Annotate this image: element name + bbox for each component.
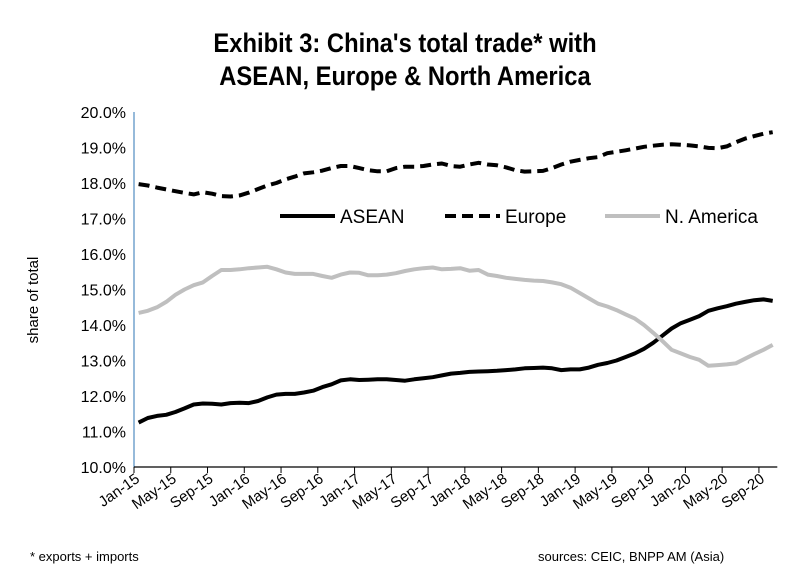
chart-title-line-2: ASEAN, Europe & North America <box>219 61 591 91</box>
chart-title-line-1: Exhibit 3: China's total trade* with <box>213 28 597 58</box>
x-tick-label: Sep-17 <box>388 470 437 512</box>
y-tick-label: 11.0% <box>82 425 126 442</box>
legend-label: N. America <box>665 207 758 228</box>
series-line-asean <box>137 297 774 425</box>
x-tick-label: Sep-15 <box>167 470 216 512</box>
y-tick-label: 15.0% <box>81 283 126 300</box>
y-tick-label: 16.0% <box>81 247 126 264</box>
x-axis-ticks: Jan-15May-15Sep-15Jan-16May-16Sep-16Jan-… <box>96 467 768 513</box>
legend: ASEAN Europe N. America <box>280 207 758 228</box>
y-tick-label: 18.0% <box>81 176 126 193</box>
x-tick-label: Sep-20 <box>718 470 767 512</box>
y-tick-label: 12.0% <box>81 389 126 406</box>
chart-title: Exhibit 3: China's total trade* with ASE… <box>49 27 762 93</box>
y-tick-label: 14.0% <box>81 318 126 335</box>
y-tick-label: 17.0% <box>81 212 126 229</box>
x-tick-label: Sep-16 <box>277 470 326 512</box>
legend-label: Europe <box>505 207 566 228</box>
y-axis-ticks: 10.0% 11.0% 12.0% 13.0% 14.0% 15.0% 16.0% 17.0%… <box>81 105 126 477</box>
y-tick-label: 19.0% <box>81 141 126 158</box>
y-tick-label: 13.0% <box>81 354 126 371</box>
legend-label: ASEAN <box>340 207 404 228</box>
series-line-n-america <box>138 264 774 368</box>
y-tick-label: 10.0% <box>81 460 126 477</box>
series-line-europe <box>138 130 774 199</box>
footnote-left: * exports + imports <box>30 549 139 564</box>
series-lines <box>137 130 774 425</box>
footnote-right: sources: CEIC, BNPP AM (Asia) <box>538 549 725 564</box>
x-tick-label: Sep-18 <box>498 470 547 512</box>
y-axis-label: share of total <box>25 257 42 344</box>
y-tick-label: 20.0% <box>81 105 126 122</box>
x-tick-label: Sep-19 <box>608 470 657 512</box>
